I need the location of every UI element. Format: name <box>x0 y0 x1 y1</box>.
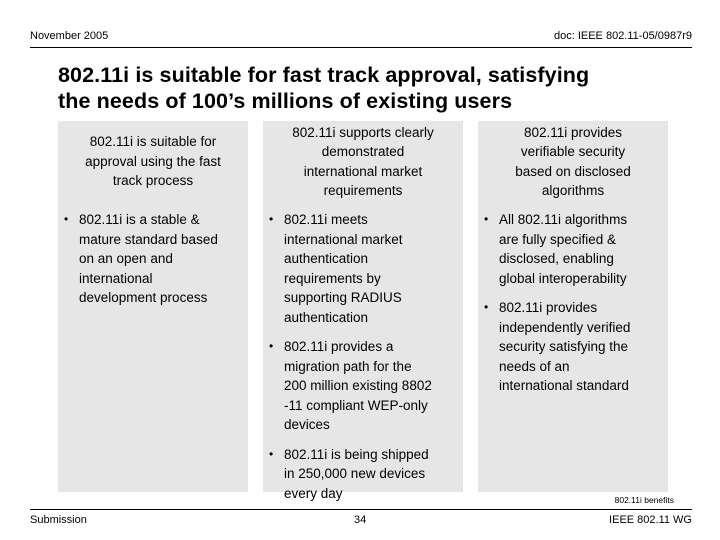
bullet-line: are fully specified & <box>499 231 617 247</box>
column-1-heading-line: 802.11i is suitable for <box>89 134 217 150</box>
footer-group: IEEE 802.11 WG <box>609 514 692 526</box>
bullet-line: 802.11i provides a <box>284 339 394 354</box>
bullet-line: international standard <box>499 378 629 393</box>
bullet-item: 802.11i provides a migration path for th… <box>269 337 455 435</box>
footer-submission: Submission <box>30 514 87 526</box>
column-2-heading-line: demonstrated <box>321 144 405 159</box>
bullet-line: development process <box>79 290 208 305</box>
bullet-line: needs of an <box>499 358 570 374</box>
column-2-body: 802.11i meets international market authe… <box>263 202 463 501</box>
slide-title: 802.11i is suitable for fast track appro… <box>58 62 698 114</box>
bullet-item: All 802.11i algorithms are fully specifi… <box>484 210 660 288</box>
bullet-line: devices <box>284 417 330 432</box>
bullet-line: international <box>79 270 153 286</box>
column-1-heading: 802.11i is suitable for approval using t… <box>58 121 248 202</box>
column-1-bullet-list: 802.11i is a stable & mature standard ba… <box>64 210 240 308</box>
bullet-line: independently verified <box>499 319 631 335</box>
slide-footnote: 802.11i benefits <box>614 495 674 505</box>
bullet-line: All 802.11i algorithms <box>499 212 628 227</box>
column-3-heading-line: algorithms <box>541 183 605 198</box>
bullet-line: migration path for the <box>284 358 412 374</box>
slide-title-line-2: the needs of 100’s millions of existing … <box>58 89 513 113</box>
bullet-item: 802.11i provides independently verified … <box>484 298 660 396</box>
bullet-line: -11 compliant WEP-only <box>284 397 428 413</box>
bullet-item: 802.11i meets international market authe… <box>269 210 455 327</box>
bullet-line: supporting RADIUS <box>284 290 402 305</box>
bullet-line: global interoperability <box>499 270 627 286</box>
slide-title-line-1: 802.11i is suitable for fast track appro… <box>58 63 590 87</box>
bullet-item: 802.11i is being shipped in 250,000 new … <box>269 445 455 504</box>
bullet-line: authentication <box>284 309 369 325</box>
bullet-line: every day <box>284 485 343 501</box>
column-2-heading-line: requirements <box>323 183 403 198</box>
bullet-line: 802.11i provides <box>499 300 598 315</box>
bullet-item: 802.11i is a stable & mature standard ba… <box>64 210 240 308</box>
header-date: November 2005 <box>30 30 109 42</box>
bullet-line: mature standard based <box>79 231 218 247</box>
bullet-line: requirements by <box>284 270 381 286</box>
bullet-line: 802.11i meets <box>284 212 368 227</box>
column-3-heading: 802.11i provides verifiable security bas… <box>478 121 668 202</box>
column-2-bullet-list: 802.11i meets international market authe… <box>269 210 455 503</box>
bullet-line: in 250,000 new devices <box>284 466 426 481</box>
bullet-line: disclosed, enabling <box>499 251 614 266</box>
column-3-heading-line: based on disclosed <box>515 163 631 179</box>
column-1-body: 802.11i is a stable & mature standard ba… <box>58 202 248 492</box>
header-doc-id: doc: IEEE 802.11-05/0987r9 <box>553 30 692 42</box>
column-3-body: All 802.11i algorithms are fully specifi… <box>478 202 668 492</box>
column-1-heading-line: track process <box>112 173 194 189</box>
bullet-line: authentication <box>284 251 369 266</box>
bullet-line: security satisfying the <box>499 339 629 354</box>
footer-rule <box>30 509 692 510</box>
page-number: 34 <box>354 514 367 526</box>
column-2-heading: 802.11i supports clearly demonstrated in… <box>263 121 463 202</box>
column-2-heading-line: 802.11i supports clearly <box>292 124 434 140</box>
column-1-heading-line: approval using the fast <box>85 153 221 169</box>
column-3-bullet-list: All 802.11i algorithms are fully specifi… <box>484 210 660 396</box>
header-rule <box>30 47 692 48</box>
column-2-heading-line: international market <box>303 163 423 179</box>
column-3-heading-line: 802.11i provides <box>523 124 623 140</box>
bullet-line: 802.11i is a stable & <box>79 212 200 227</box>
bullet-line: 200 million existing 8802 <box>284 378 432 393</box>
bullet-line: 802.11i is being shipped <box>284 446 429 462</box>
bullet-line: on an open and <box>79 251 173 266</box>
column-3-heading-line: verifiable security <box>520 144 626 159</box>
bullet-line: international market <box>284 231 403 247</box>
